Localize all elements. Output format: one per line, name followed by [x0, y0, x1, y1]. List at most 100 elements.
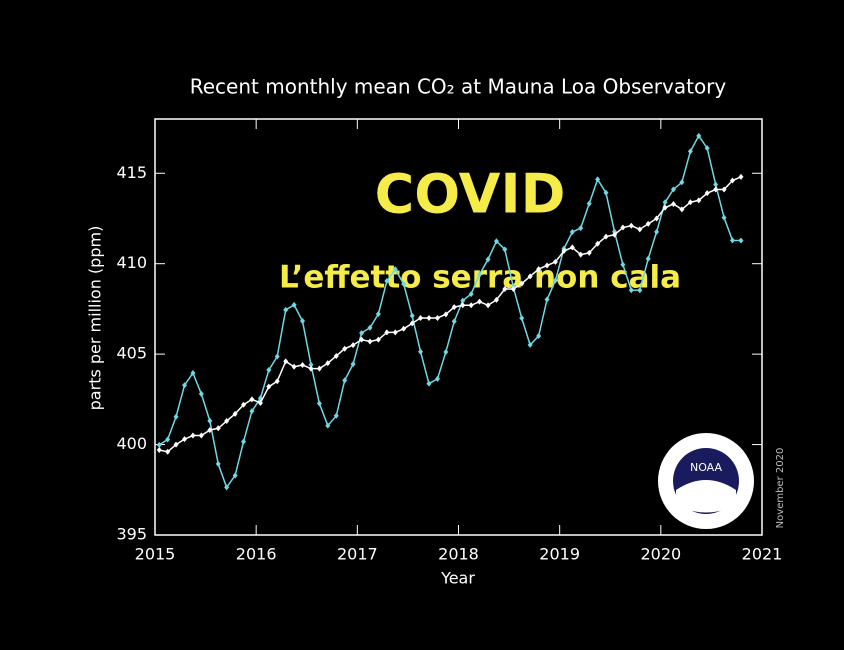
data-point — [611, 231, 617, 238]
data-point — [468, 302, 474, 309]
data-point — [316, 400, 322, 407]
data-point — [729, 177, 735, 184]
data-point — [670, 201, 676, 208]
data-point — [190, 369, 196, 376]
data-point — [291, 363, 297, 370]
data-point — [645, 255, 651, 262]
data-point — [316, 365, 322, 372]
data-point — [578, 251, 584, 258]
data-point — [637, 287, 643, 294]
data-point — [536, 333, 542, 340]
logo-text: NOAA — [690, 461, 723, 474]
logo-bird — [676, 480, 736, 513]
data-point — [392, 329, 398, 336]
x-tick-label: 2020 — [640, 545, 681, 564]
data-point — [350, 361, 356, 368]
data-point — [274, 353, 280, 360]
x-axis-label: Year — [440, 569, 475, 588]
data-point — [359, 336, 365, 343]
data-point — [300, 318, 306, 325]
data-point — [283, 306, 289, 313]
data-point — [207, 427, 213, 434]
data-point — [434, 314, 440, 321]
data-point — [527, 341, 533, 348]
data-point — [662, 199, 668, 206]
data-point — [493, 296, 499, 303]
data-point — [595, 176, 601, 183]
data-point — [224, 484, 230, 491]
data-point — [350, 342, 356, 349]
data-point — [510, 286, 516, 293]
data-point — [561, 248, 567, 255]
data-point — [359, 329, 365, 336]
data-point — [215, 460, 221, 467]
data-point — [342, 345, 348, 352]
data-point — [687, 148, 693, 155]
y-axis-label: parts per million (ppm) — [86, 226, 105, 411]
data-point — [190, 432, 196, 439]
data-point — [156, 446, 162, 453]
data-point — [367, 324, 373, 331]
data-point — [460, 297, 466, 304]
data-point — [468, 291, 474, 298]
data-point — [375, 336, 381, 343]
data-point — [679, 179, 685, 186]
data-point — [241, 401, 247, 408]
data-point — [603, 189, 609, 196]
data-point — [502, 246, 508, 253]
data-point — [654, 215, 660, 222]
noaa-logo: NOAA — [658, 433, 754, 529]
data-point — [721, 186, 727, 193]
data-point — [654, 228, 660, 235]
data-point — [679, 206, 685, 213]
data-point — [198, 432, 204, 439]
data-point — [738, 173, 744, 180]
data-point — [544, 262, 550, 269]
x-tick-label: 2021 — [742, 545, 783, 564]
data-point — [392, 266, 398, 273]
data-point — [333, 412, 339, 419]
data-point — [182, 382, 188, 389]
data-point — [367, 338, 373, 345]
data-point — [569, 244, 575, 251]
data-point — [729, 237, 735, 244]
annotation: COVID — [375, 163, 566, 226]
data-point — [443, 348, 449, 355]
data-point — [308, 361, 314, 368]
data-point — [460, 302, 466, 309]
data-point — [342, 377, 348, 384]
data-point — [569, 229, 575, 236]
data-point — [274, 378, 280, 385]
data-point — [552, 258, 558, 265]
data-point — [713, 186, 719, 193]
y-tick-label: 405 — [116, 344, 147, 363]
data-point — [578, 225, 584, 232]
data-point — [182, 436, 188, 443]
data-point — [519, 280, 525, 287]
data-point — [477, 271, 483, 278]
data-point — [704, 145, 710, 152]
data-point — [232, 410, 238, 417]
data-point — [291, 301, 297, 308]
data-point — [401, 325, 407, 332]
x-tick-label: 2015 — [135, 545, 176, 564]
data-point — [645, 220, 651, 227]
annotation: L’effetto serra non cala — [279, 260, 681, 296]
data-point — [586, 249, 592, 256]
x-tick-label: 2016 — [236, 545, 277, 564]
data-point — [603, 233, 609, 240]
data-point — [325, 422, 331, 429]
data-point — [670, 186, 676, 193]
data-point — [434, 375, 440, 382]
data-point — [257, 399, 263, 406]
data-point — [207, 417, 213, 424]
data-point — [687, 199, 693, 206]
data-point — [552, 277, 558, 284]
data-point — [485, 256, 491, 263]
data-point — [426, 380, 432, 387]
data-point — [628, 287, 634, 294]
data-point — [536, 266, 542, 273]
data-point — [485, 302, 491, 309]
